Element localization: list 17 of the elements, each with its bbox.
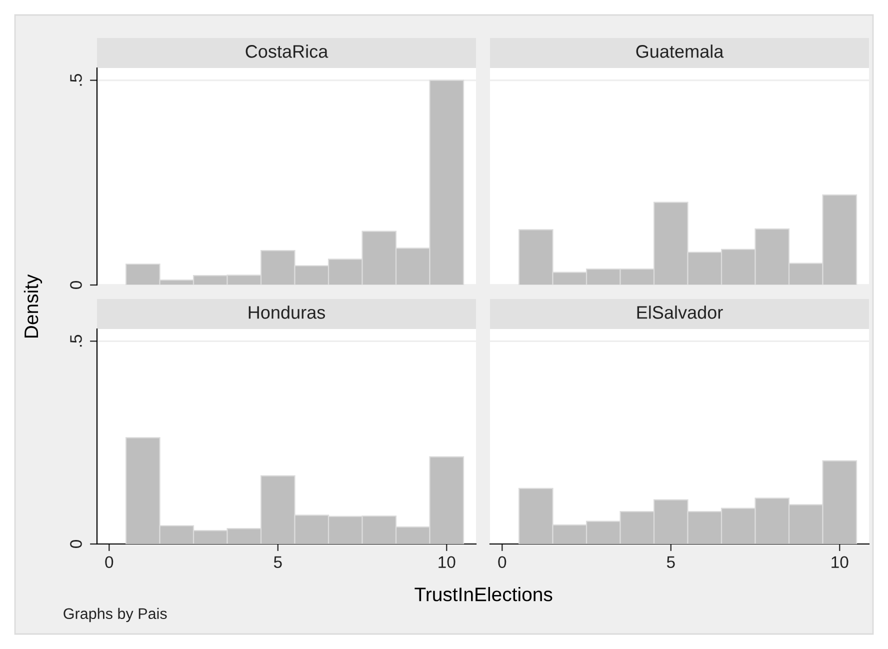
- x-tick-label: 5: [274, 556, 282, 568]
- text: Graphs by Pais: [64, 608, 167, 622]
- x-tick-label: 0: [498, 556, 506, 568]
- x-axis-title: TrustInElections: [414, 587, 552, 602]
- y-tick-label: .5: [70, 74, 82, 86]
- y-tick-label: 0: [70, 281, 82, 289]
- chart-title: Honduras: [248, 306, 325, 319]
- chart-title: Guatemala: [636, 44, 724, 58]
- x-tick-label: 0: [105, 556, 114, 568]
- x-tick-label: 10: [832, 556, 848, 568]
- chart-title: CostaRica: [246, 44, 328, 58]
- y-axis-title: Density: [24, 274, 42, 338]
- chart-title: ElSalvador: [637, 306, 723, 319]
- y-tick-label: 0: [70, 540, 82, 548]
- x-tick-label: 10: [438, 556, 456, 568]
- y-tick-label: .5: [70, 334, 82, 347]
- x-tick-label: 5: [666, 556, 675, 568]
